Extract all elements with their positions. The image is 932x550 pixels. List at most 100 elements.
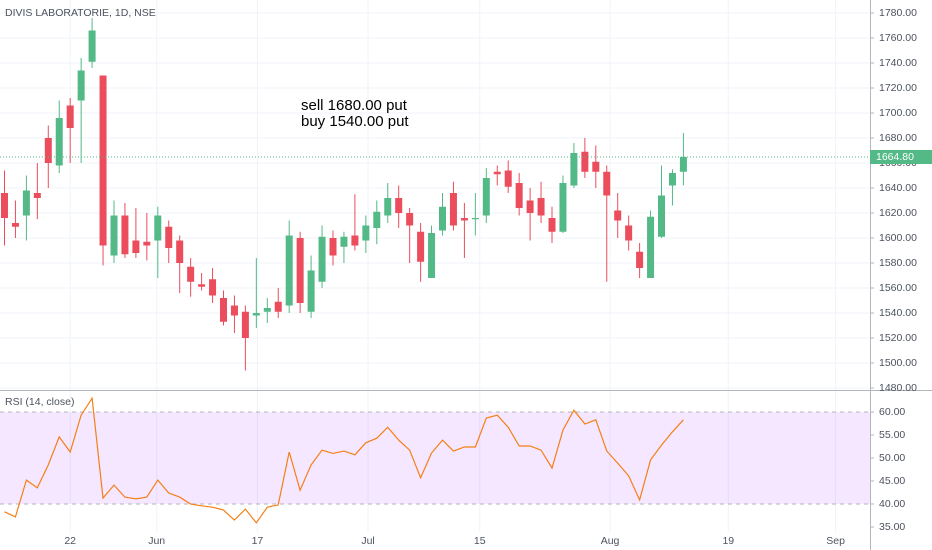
y-tick-label: 45.00 [879,475,905,487]
annotation: sell 1680.00 put [301,97,408,114]
candle-body [428,233,436,278]
x-tick-label: 19 [722,535,734,547]
candle-body [504,170,512,187]
candle-body [460,218,468,221]
candle-body [636,251,644,268]
candle-body [11,223,19,227]
x-tick-label: 22 [64,535,76,547]
candle-body [33,193,41,198]
candle-body [263,308,271,312]
y-tick-label: 1700.00 [879,107,917,119]
y-tick-label: 50.00 [879,452,905,464]
candle-body [209,279,217,296]
y-tick-label: 1740.00 [879,57,917,69]
candle-body [307,270,315,312]
candle-body [285,235,293,306]
candle-body [66,105,74,128]
candle-body [548,218,556,232]
candle-body [614,210,622,221]
y-tick-label: 1580.00 [879,257,917,269]
y-tick-label: 1600.00 [879,232,917,244]
y-tick-label: 1480.00 [879,382,917,394]
candle-body [121,215,129,255]
candle-body [132,240,140,253]
candle-body [625,225,633,241]
candle-body [439,206,447,231]
grid [0,0,870,532]
x-tick-label: Aug [601,535,620,547]
candle-body [55,118,63,166]
y-tick-label: 1620.00 [879,207,917,219]
candle-body [318,236,326,282]
candle-body [493,171,501,175]
candle-body [471,218,479,220]
y-tick-label: 1520.00 [879,332,917,344]
y-tick-label: 1500.00 [879,357,917,369]
candle-body [482,178,490,216]
candle-body [526,200,534,213]
candle-body [395,198,403,213]
rsi-band [0,412,870,504]
candle-body [230,305,238,316]
candle-body [406,213,414,226]
y-tick-label: 1560.00 [879,282,917,294]
candle-body [329,238,337,256]
candle-body [449,193,457,226]
candle-body [537,198,545,216]
annotation: buy 1540.00 put [301,113,409,130]
x-tick-label: 17 [252,535,264,547]
candle-body [143,241,151,246]
candle-body [241,311,249,338]
y-tick-label: 1720.00 [879,82,917,94]
candle-body [647,216,655,278]
y-tick-label: 35.00 [879,521,905,533]
rsi-line [4,396,684,524]
last-price-label: 1664.80 [876,151,914,163]
candle-body [362,225,370,241]
candle-body [219,298,227,322]
x-tick-label: Jul [361,535,374,547]
candle-body [296,238,304,303]
chart-title: DIVIS LABORATORIE, 1D, NSE [5,7,156,19]
candle-body [340,236,348,247]
y-tick-label: 60.00 [879,406,905,418]
candle-body [668,173,676,186]
y-tick-label: 1680.00 [879,132,917,144]
x-tick-label: 15 [474,535,486,547]
candle-body [88,30,96,62]
candle-body [658,195,666,237]
y-tick-label: 40.00 [879,498,905,510]
candle-body [515,183,523,208]
candle-body [77,70,85,101]
last-price-tag [870,150,932,164]
candle-body [384,198,392,216]
candle-body [592,161,600,172]
candle-body [351,235,359,246]
x-tick-label: Jun [148,535,165,547]
candle-body [581,151,589,172]
candle-body [198,284,206,287]
candle-body [154,215,162,241]
candle-body [252,313,260,316]
rsi-title: RSI (14, close) [5,396,74,408]
candle-body [44,138,52,163]
candle-body [165,226,173,248]
y-tick-label: 1780.00 [879,7,917,19]
candle-body [417,231,425,262]
candle-body [274,301,282,312]
candle-body [679,157,687,172]
candle-body [99,75,107,246]
candle-body [176,240,184,263]
candle-body [603,171,611,196]
candle-body [187,266,195,282]
candle-body [570,153,578,186]
candle-body [110,215,118,256]
x-tick-label: Sep [826,535,845,547]
candle-body [0,193,8,218]
marks [0,18,870,524]
candle-body [373,211,381,228]
y-tick-label: 1760.00 [879,32,917,44]
candle-body [559,183,567,232]
